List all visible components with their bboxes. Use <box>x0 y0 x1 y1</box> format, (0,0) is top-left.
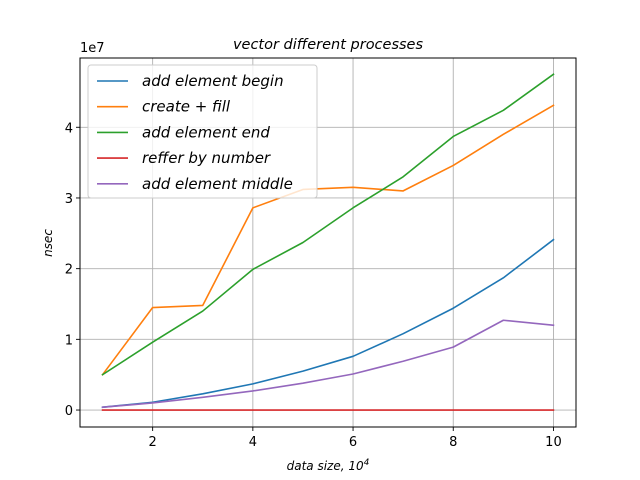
plot-frame <box>79 57 577 428</box>
series-line-3 <box>101 73 555 376</box>
series-lines <box>101 73 555 411</box>
series-line-5 <box>101 319 555 409</box>
x-tick-label: 10 <box>545 435 562 450</box>
axis-ticks: 2 4 6 8 10 0 1 2 3 4 <box>65 121 562 450</box>
legend-box <box>87 64 318 199</box>
legend: add element begin create + fill add elemen… <box>87 64 318 199</box>
x-tick-label: 8 <box>449 435 457 450</box>
y-axis-label: nsec <box>41 229 55 257</box>
x-axis-label: data size, 104 <box>287 458 370 473</box>
y-tick-label: 0 <box>65 404 73 419</box>
x-tick-label: 2 <box>149 435 157 450</box>
legend-label: reffer by number <box>142 149 271 167</box>
y-multiplier-label: 1e7 <box>80 41 105 56</box>
series-line-1 <box>101 238 555 409</box>
x-tick-label: 4 <box>249 435 257 450</box>
legend-label: add element begin <box>142 72 284 90</box>
y-tick-label: 3 <box>65 192 73 207</box>
x-tick-label: 6 <box>349 435 357 450</box>
series-line-2 <box>101 104 555 376</box>
legend-label: add element middle <box>142 175 293 193</box>
x-axis-label-exponent: 4 <box>364 458 370 468</box>
x-axis-label-text: data size, 10 <box>287 459 364 473</box>
y-tick-label: 2 <box>65 263 73 278</box>
chart-title: vector different processes <box>233 37 424 53</box>
legend-label: add element end <box>142 123 270 141</box>
y-tick-label: 4 <box>65 121 73 136</box>
legend-label: create + fill <box>142 98 231 116</box>
y-tick-label: 1 <box>65 333 73 348</box>
